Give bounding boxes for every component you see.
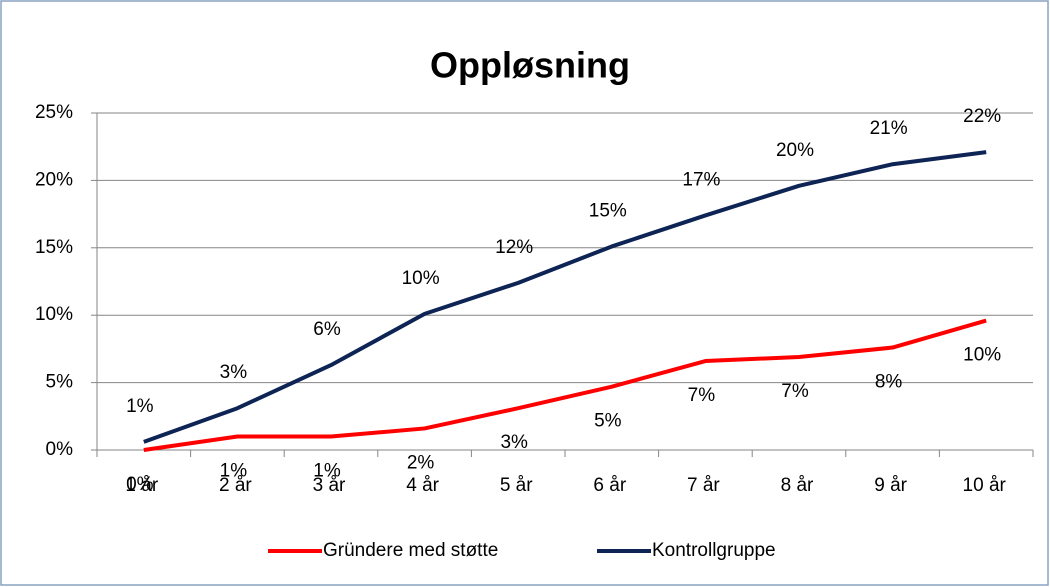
data-label: 10% [402, 268, 440, 289]
x-tick-label: 8 år [781, 475, 814, 496]
x-tick-label: 1 år [125, 475, 158, 496]
series-line [143, 318, 987, 452]
data-label: 12% [495, 237, 533, 258]
data-label: 21% [870, 118, 908, 139]
x-tick-label: 4 år [406, 475, 439, 496]
data-label: 8% [875, 372, 903, 393]
data-label: 22% [963, 106, 1001, 127]
y-tick-label: 15% [35, 237, 73, 258]
legend-label: Kontrollgruppe [652, 540, 776, 561]
data-label: 10% [963, 345, 1001, 366]
data-label: 15% [589, 200, 627, 221]
data-label: 1% [313, 461, 341, 482]
data-label: 5% [594, 411, 622, 432]
data-label: 20% [776, 140, 814, 161]
x-tick-label: 5 år [500, 475, 533, 496]
x-tick-label: 3 år [313, 475, 346, 496]
data-label: 1% [126, 396, 154, 417]
data-label: 0% [126, 474, 154, 495]
data-label: 7% [781, 381, 809, 402]
data-label: 17% [682, 169, 720, 190]
y-tick-label: 20% [35, 169, 73, 190]
y-tick-label: 25% [35, 102, 73, 123]
data-label: 7% [688, 385, 716, 406]
series-line [143, 150, 987, 444]
data-label: 6% [313, 319, 341, 340]
x-tick-label: 7 år [687, 475, 720, 496]
chart-title: Oppløsning [430, 45, 630, 86]
legend-label: Gründere med støtte [323, 540, 498, 561]
data-label: 3% [500, 432, 528, 453]
data-label: 1% [220, 461, 248, 482]
data-label: 2% [407, 452, 435, 473]
x-tick-label: 9 år [874, 475, 907, 496]
y-tick-label: 5% [46, 372, 74, 393]
x-tick-label: 10 år [963, 475, 1007, 496]
data-label: 3% [220, 362, 248, 383]
y-tick-label: 10% [35, 304, 73, 325]
y-tick-label: 0% [46, 439, 74, 460]
x-tick-label: 6 år [593, 475, 626, 496]
x-tick-label: 2 år [219, 475, 252, 496]
